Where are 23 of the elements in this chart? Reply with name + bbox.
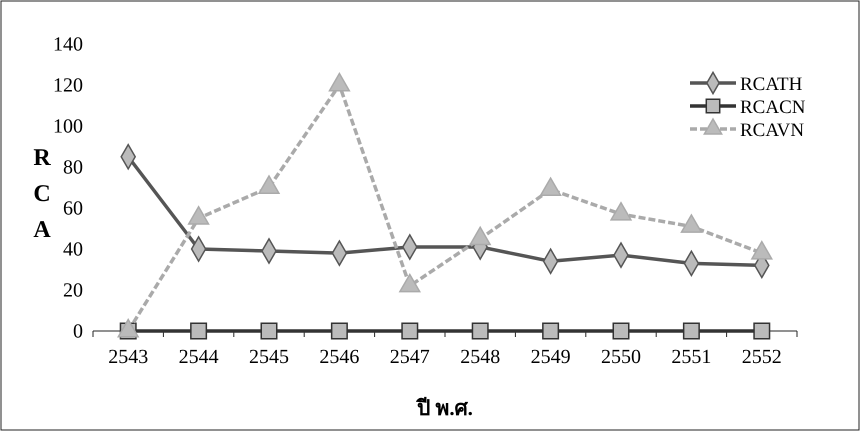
y-tick-label: 0 [73,320,83,342]
legend-label: RCATH [740,74,803,95]
y-axis-title: RCA [33,145,52,243]
y-tick-label: 100 [53,115,83,138]
y-tick-label: 140 [53,33,83,56]
x-tick-label: 2551 [671,346,712,368]
x-axis-title: ปี พ.ศ. [415,396,473,420]
x-tick-label: 2545 [249,346,289,368]
x-tick-label: 2543 [108,346,148,368]
x-tick-label: 2544 [178,346,219,368]
legend-label: RCACN [740,97,806,118]
x-tick-label: 2549 [530,346,571,368]
y-tick-label: 120 [53,74,83,96]
y-tick-label: 40 [63,238,83,260]
x-tick-label: 2552 [742,346,782,368]
y-tick-label: 20 [63,279,83,302]
x-tick-label: 2548 [460,346,500,368]
x-tick-label: 2550 [601,346,641,368]
x-tick-label: 2546 [319,346,360,368]
y-tick-label: 80 [63,156,83,178]
legend-label: RCAVN [740,120,804,141]
x-tick-label: 2547 [390,346,430,368]
y-tick-label: 60 [63,197,83,220]
